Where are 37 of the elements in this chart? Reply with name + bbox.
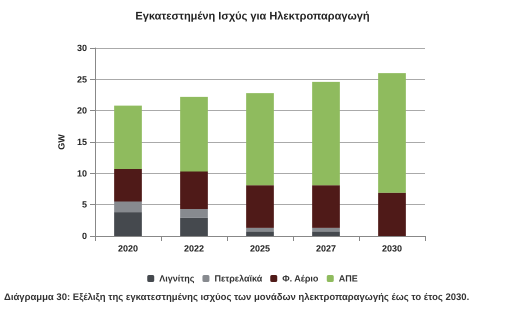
bar: [180, 209, 208, 218]
x-tick-label: 2022: [184, 244, 204, 254]
legend-label: ΑΠΕ: [338, 274, 358, 284]
y-axis-title: GW: [56, 134, 67, 150]
chart-title: Εγκατεστημένη Ισχύς για Ηλεκτροπαραγωγή: [135, 10, 370, 22]
bar: [246, 228, 274, 232]
bar: [180, 171, 208, 210]
bar: [312, 82, 340, 186]
bar: [312, 228, 340, 232]
x-tick-label: 2030: [382, 244, 402, 254]
y-tick-label: 10: [76, 168, 87, 178]
bar: [114, 212, 142, 236]
text: Διάγραμμα 30: Εξέλιξη της εγκατεστημένης ισχύος των μονάδων ηλεκτροπαραγωγής έως το έτος 2030.: [3, 291, 470, 305]
y-tick-label: 20: [76, 106, 87, 116]
bar: [180, 96, 208, 172]
x-tick-label: 2027: [316, 244, 336, 254]
x-tick-label: 2020: [118, 244, 138, 254]
bar: [180, 218, 208, 236]
legend-label: Λιγνίτης: [159, 274, 195, 284]
bar: [312, 185, 340, 228]
y-tick-label: 5: [82, 200, 87, 210]
bar: [114, 202, 142, 212]
bar: [312, 232, 340, 236]
y-tick-label: 25: [76, 74, 87, 84]
y-tick-label: 0: [82, 231, 87, 241]
x-tick-label: 2025: [250, 244, 270, 254]
bar: [114, 106, 142, 169]
legend-label: Πετρελαϊκά: [214, 274, 263, 284]
bar: [378, 192, 406, 236]
y-tick-label: 30: [76, 43, 87, 53]
bar: [246, 185, 274, 228]
legend-label: Φ. Αέριο: [282, 274, 319, 284]
bar: [114, 168, 142, 202]
bar: [246, 232, 274, 236]
bar: [246, 93, 274, 186]
bar: [378, 73, 406, 193]
y-tick-label: 15: [76, 137, 87, 147]
